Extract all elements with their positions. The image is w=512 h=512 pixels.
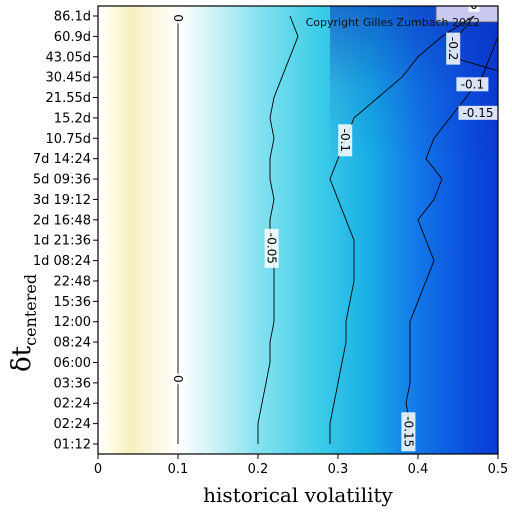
y-axis-label: δtcentered bbox=[7, 274, 40, 372]
plot-frame bbox=[97, 5, 499, 455]
contour-label: -0.15 bbox=[462, 106, 493, 120]
contour-label-bg bbox=[264, 228, 279, 268]
legend-swatch-strip bbox=[435, 6, 498, 23]
x-tick-label: 0.4 bbox=[408, 462, 429, 477]
contour-label-bg bbox=[171, 373, 185, 385]
contour-label: -0.05 bbox=[265, 233, 279, 264]
contour-label: 0 bbox=[171, 14, 185, 22]
y-tick-label: 1d 21:36 bbox=[33, 234, 91, 249]
x-axis: 0 0.1 0.2 0.3 0.4 0.5 bbox=[94, 454, 508, 477]
y-tick-label: 02:24 bbox=[54, 397, 91, 412]
contour-label-bg bbox=[446, 32, 461, 65]
y-axis-label-main: δt bbox=[7, 345, 37, 372]
contour-labels: 0 0 -0.05 -0.1 -0.15 -0.2 -0.1 -0.15 0 bbox=[171, 0, 498, 452]
y-tick-label: 7d 14:24 bbox=[33, 152, 91, 167]
y-tick-label: 86.1d bbox=[54, 10, 91, 25]
contour-label: -0.1 bbox=[461, 77, 484, 91]
contour-label: 0 bbox=[470, 0, 478, 12]
contour-label: -0.15 bbox=[401, 416, 415, 447]
contour-label-bg bbox=[401, 412, 416, 452]
y-tick-label: 12:00 bbox=[54, 315, 91, 330]
y-tick-label: 5d 09:36 bbox=[33, 173, 91, 188]
x-tick-label: 0.1 bbox=[168, 462, 189, 477]
y-tick-label: 08:24 bbox=[54, 336, 91, 351]
contour-label-bg bbox=[338, 124, 353, 157]
y-tick-label: 60.9d bbox=[54, 30, 91, 45]
copyright-text: Copyright Gilles Zumbach 2012 bbox=[306, 16, 480, 29]
y-axis-label-sub: centered bbox=[21, 274, 40, 346]
contour-label-bg bbox=[171, 12, 185, 24]
y-tick-label: 03:36 bbox=[54, 376, 91, 391]
y-tick-label: 21.55d bbox=[46, 91, 91, 106]
contour-label-bg bbox=[456, 77, 489, 92]
heatmap-top-shade bbox=[330, 6, 498, 454]
contour-label-bg bbox=[468, 6, 480, 12]
x-tick-label: 0.3 bbox=[328, 462, 349, 477]
y-tick-label: 02:24 bbox=[54, 417, 91, 432]
y-tick-label: 3d 19:12 bbox=[33, 193, 91, 208]
x-tick-label: 0 bbox=[94, 462, 102, 477]
contour-line bbox=[329, 15, 475, 444]
y-tick-label: 15:36 bbox=[54, 295, 91, 310]
contour-label: -0.2 bbox=[446, 37, 460, 60]
y-tick-label: 2d 16:48 bbox=[33, 213, 91, 228]
y-tick-label: 06:00 bbox=[54, 356, 91, 371]
x-tick-label: 0.5 bbox=[488, 462, 509, 477]
contour-label: 0 bbox=[171, 375, 185, 383]
contour-label: -0.1 bbox=[338, 129, 352, 152]
y-tick-label: 43.05d bbox=[46, 50, 91, 65]
y-tick-label: 15.2d bbox=[54, 111, 91, 126]
y-tick-label: 22:48 bbox=[54, 274, 91, 289]
y-tick-label: 30.45d bbox=[46, 71, 91, 86]
x-tick-label: 0.2 bbox=[248, 462, 269, 477]
contour-label-bg bbox=[458, 105, 498, 120]
x-axis-label: historical volatility bbox=[203, 483, 393, 507]
svg-text:δtcentered: δtcentered bbox=[7, 274, 40, 372]
y-tick-label: 1d 08:24 bbox=[33, 254, 91, 269]
heatmap-plot-area: 0 0 -0.05 -0.1 -0.15 -0.2 -0.1 -0.15 0 bbox=[98, 0, 498, 454]
y-axis: 01:12 02:24 02:24 03:36 06:00 08:24 12:00 15:36… bbox=[33, 10, 98, 453]
y-tick-label: 10.75d bbox=[46, 132, 91, 147]
y-tick-label: 01:12 bbox=[54, 438, 91, 453]
